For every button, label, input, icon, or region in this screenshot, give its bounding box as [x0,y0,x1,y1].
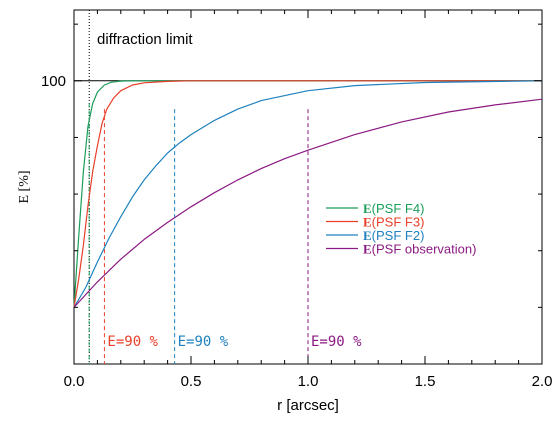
x-tick-label: 1.0 [298,373,319,390]
e90-marker-label: E=90 % [178,334,229,350]
axis-ticks: 0.0 0.5 1.0 1.5 2.0 100 [41,10,552,390]
x-tick-label: 0.0 [64,373,85,390]
annotation-lines: E=90 % E=90 % E=90 % [88,103,362,364]
series-line [73,80,543,308]
x-tick-label: 2.0 [532,373,553,390]
diffraction-limit-label: diffraction limit [97,31,193,48]
series-line [73,98,543,308]
legend-label: E(PSF F2) [363,228,424,243]
legend-label: E(PSF observation) [363,242,476,257]
y-axis-label: E [%] [17,170,32,203]
y-tick-label: 100 [41,73,66,90]
x-axis-label: r [arcsec] [277,397,339,414]
x-tick-label: 1.5 [415,373,436,390]
series-lines [73,80,543,308]
series-line [73,80,542,308]
legend-label: E(PSF F4) [363,201,424,216]
e90-marker-label: E=90 % [107,334,158,350]
legend: E(PSF F4)E(PSF F3)E(PSF F2)E(PSF observa… [326,201,476,257]
e90-marker-label: E=90 % [311,334,362,350]
legend-label: E(PSF F3) [363,215,424,230]
x-tick-label: 0.5 [181,373,202,390]
